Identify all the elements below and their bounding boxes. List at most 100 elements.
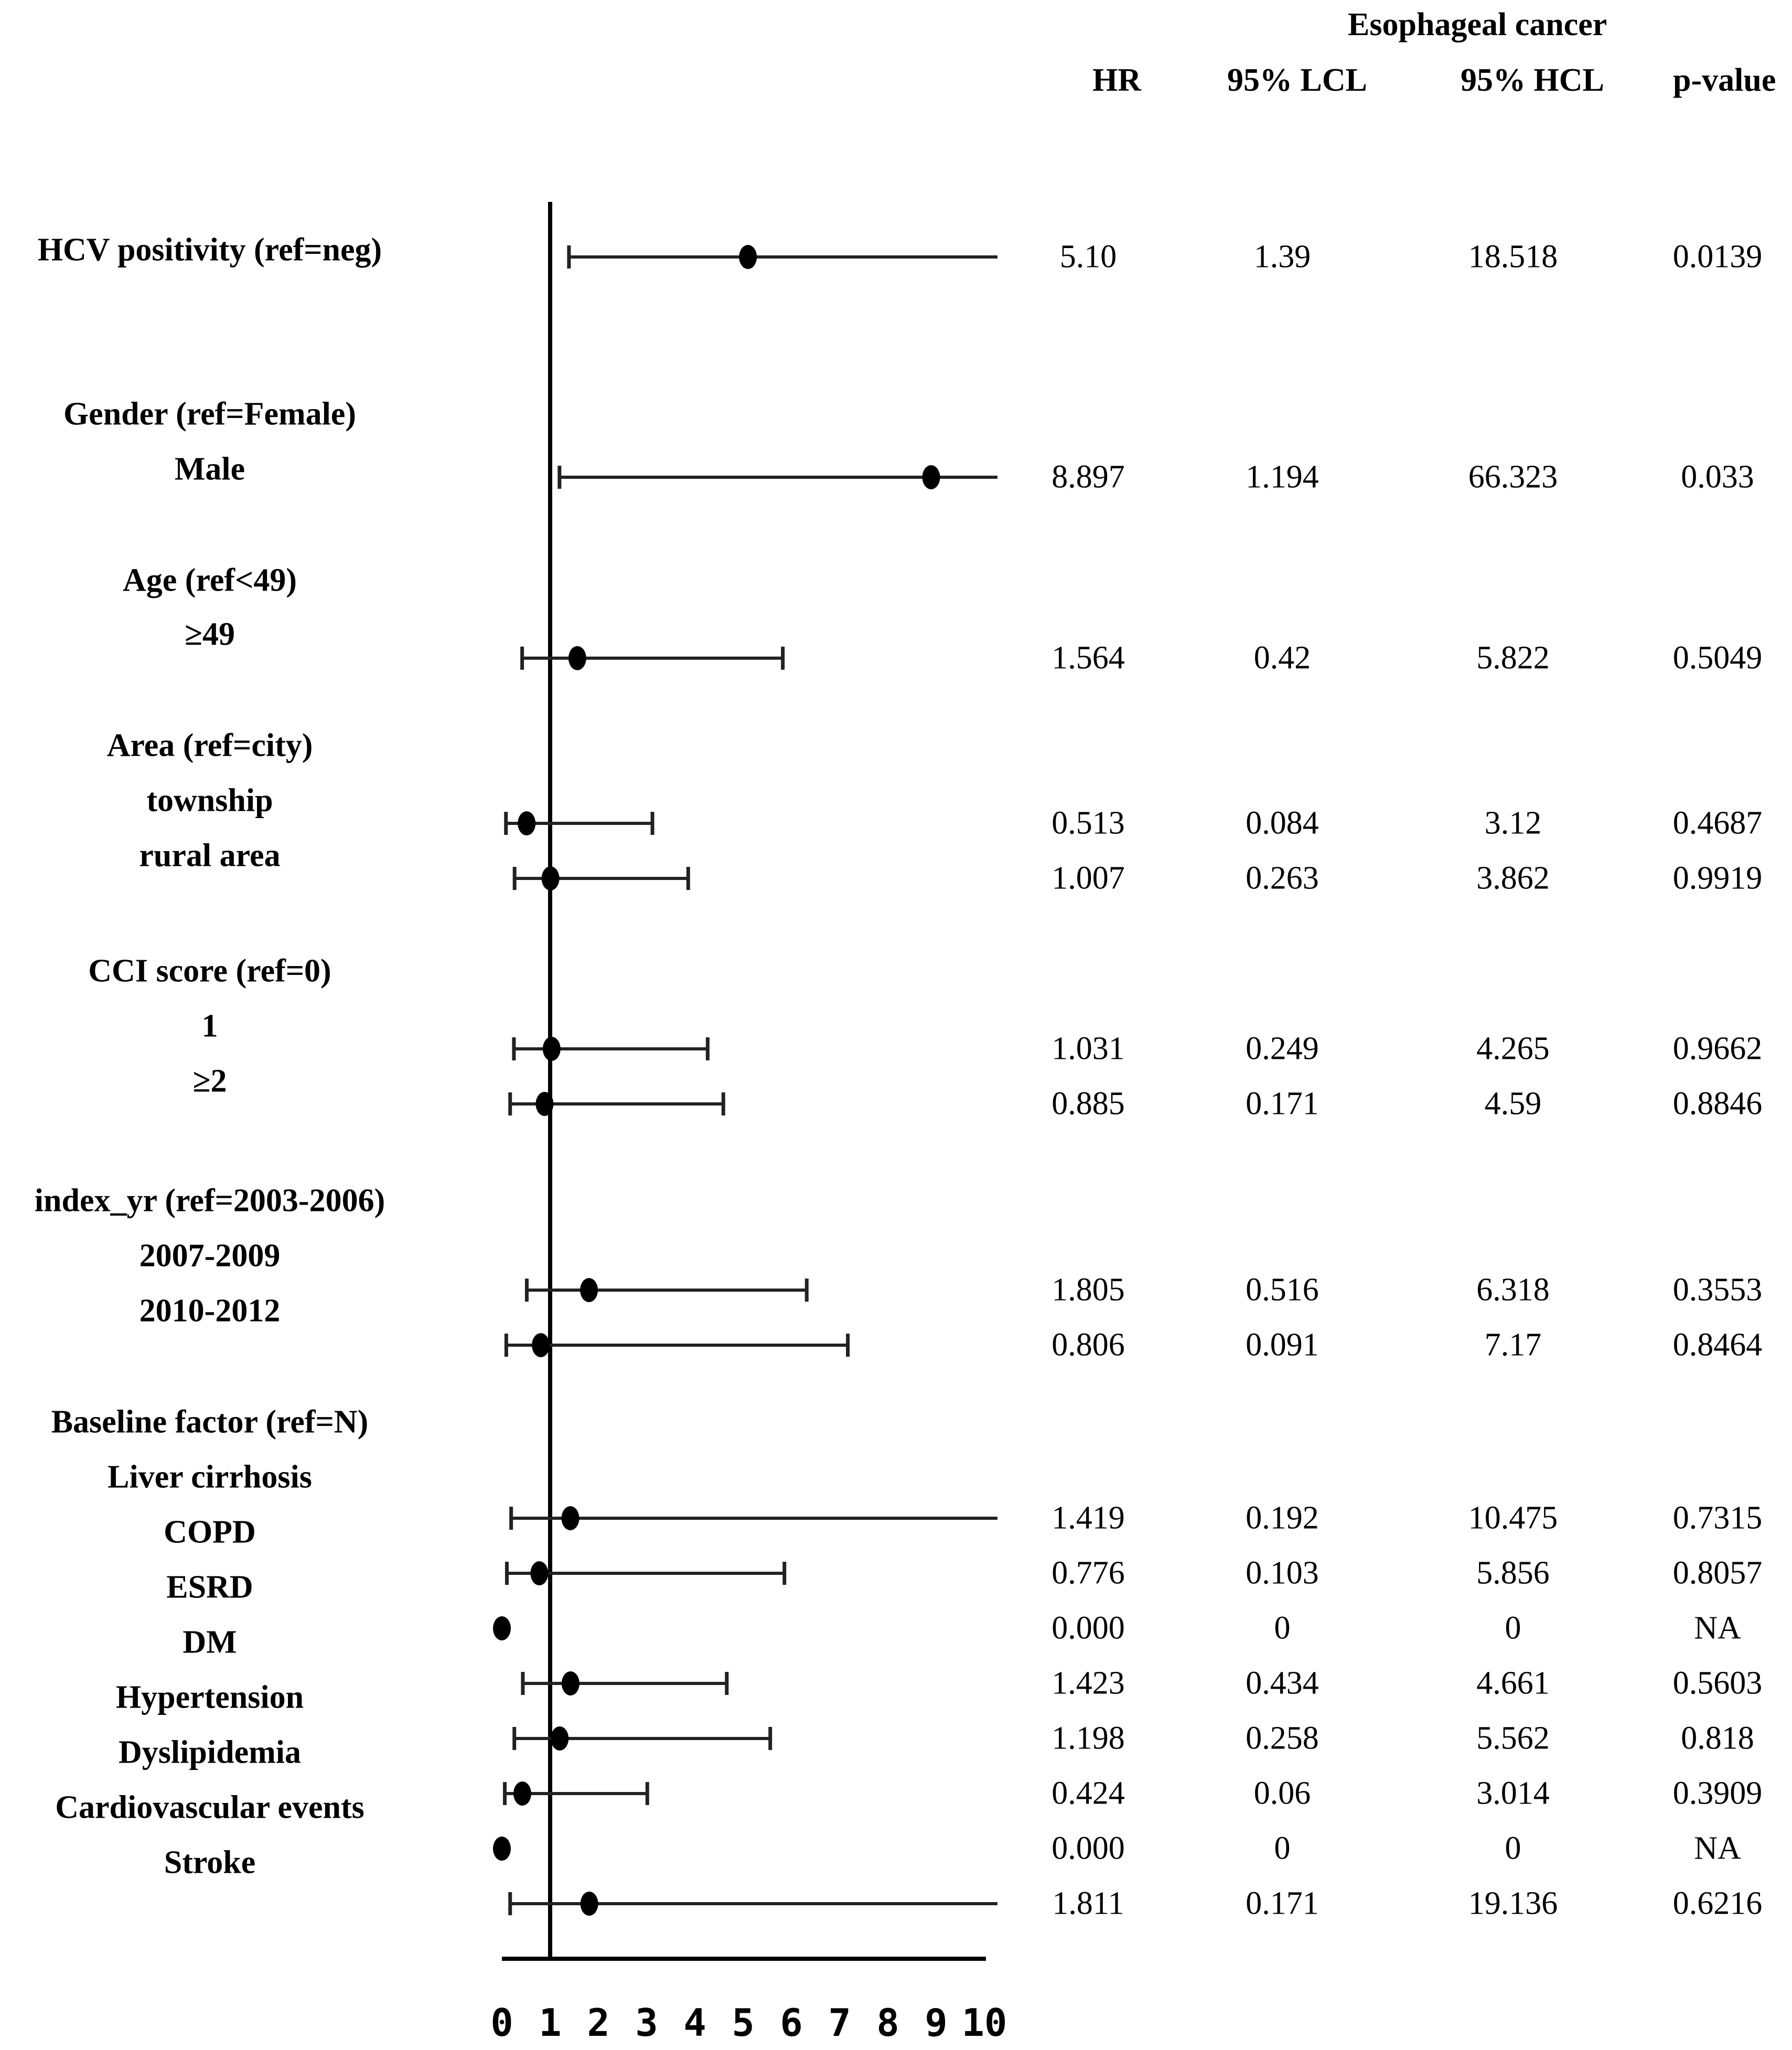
cell-hcl: 3.014 bbox=[1476, 1775, 1550, 1811]
cell-hcl: 66.323 bbox=[1468, 459, 1558, 495]
cell-hcl: 0 bbox=[1505, 1610, 1521, 1646]
row-label: Hypertension bbox=[115, 1679, 304, 1715]
cell-hcl: 4.265 bbox=[1476, 1031, 1550, 1067]
cell-lcl: 0.258 bbox=[1246, 1720, 1319, 1756]
cell-hr: 1.007 bbox=[1051, 860, 1125, 896]
column-header-hcl: 95% HCL bbox=[1461, 62, 1604, 98]
point-estimate bbox=[739, 245, 757, 269]
cell-hcl: 5.562 bbox=[1476, 1720, 1550, 1756]
cell-lcl: 0.249 bbox=[1246, 1031, 1319, 1067]
cell-lcl: 0 bbox=[1274, 1830, 1291, 1866]
x-tick-label: 6 bbox=[780, 2001, 803, 2045]
row-label: Gender (ref=Female) bbox=[63, 396, 357, 432]
cell-lcl: 0.171 bbox=[1246, 1885, 1319, 1922]
row-label: ESRD bbox=[166, 1569, 253, 1605]
cell-hcl: 0 bbox=[1505, 1830, 1521, 1866]
cell-p: 0.033 bbox=[1681, 459, 1754, 495]
point-estimate bbox=[922, 465, 940, 489]
x-tick-label: 10 bbox=[961, 2001, 1007, 2045]
row-label: Stroke bbox=[164, 1844, 256, 1881]
cell-lcl: 0.516 bbox=[1246, 1272, 1319, 1308]
cell-hr: 1.419 bbox=[1051, 1500, 1125, 1536]
cell-p: 0.818 bbox=[1681, 1720, 1754, 1756]
point-estimate bbox=[568, 646, 586, 670]
column-header-p-value: p-value bbox=[1673, 62, 1776, 98]
point-estimate bbox=[580, 1892, 598, 1916]
row-label: 2007-2009 bbox=[139, 1238, 281, 1274]
column-header-hr: HR bbox=[1092, 62, 1141, 98]
cell-hr: 1.564 bbox=[1051, 640, 1125, 676]
column-header-lcl: 95% LCL bbox=[1227, 62, 1367, 98]
cell-hcl: 5.856 bbox=[1476, 1555, 1550, 1591]
cell-lcl: 0.06 bbox=[1253, 1775, 1311, 1811]
row-label: 1 bbox=[201, 1008, 218, 1044]
x-tick-label: 3 bbox=[635, 2001, 658, 2045]
point-estimate bbox=[580, 1278, 598, 1302]
row-label: HCV positivity (ref=neg) bbox=[37, 232, 382, 268]
row-label: Area (ref=city) bbox=[106, 727, 313, 764]
cell-hcl: 10.475 bbox=[1468, 1500, 1558, 1536]
row-label: ≥49 bbox=[184, 616, 235, 652]
row-label: 2010-2012 bbox=[139, 1293, 281, 1329]
cell-lcl: 1.39 bbox=[1253, 239, 1311, 275]
row-label: ≥2 bbox=[192, 1063, 227, 1099]
chart-title: Esophageal cancer bbox=[1348, 7, 1607, 42]
cell-hr: 0.885 bbox=[1051, 1086, 1125, 1122]
cell-p: 0.8057 bbox=[1672, 1555, 1763, 1591]
x-tick-label: 4 bbox=[683, 2001, 706, 2045]
point-estimate bbox=[541, 866, 560, 890]
x-tick-label: 2 bbox=[587, 2001, 610, 2045]
x-tick-label: 8 bbox=[876, 2001, 899, 2045]
point-estimate bbox=[551, 1726, 569, 1751]
cell-lcl: 0.103 bbox=[1246, 1555, 1319, 1591]
cell-lcl: 0.084 bbox=[1246, 805, 1319, 841]
cell-hcl: 6.318 bbox=[1476, 1272, 1550, 1308]
cell-hcl: 4.59 bbox=[1484, 1086, 1542, 1122]
cell-hcl: 4.661 bbox=[1476, 1665, 1550, 1701]
cell-lcl: 0.434 bbox=[1246, 1665, 1319, 1701]
cell-lcl: 0.091 bbox=[1246, 1327, 1319, 1363]
point-estimate bbox=[561, 1671, 580, 1695]
point-estimate bbox=[532, 1333, 550, 1357]
point-estimate bbox=[493, 1837, 511, 1861]
cell-p: NA bbox=[1694, 1610, 1741, 1646]
x-tick-label: 1 bbox=[539, 2001, 562, 2045]
cell-p: 0.8846 bbox=[1672, 1086, 1763, 1122]
cell-p: 0.0139 bbox=[1672, 239, 1763, 275]
cell-p: 0.3909 bbox=[1672, 1775, 1763, 1811]
row-label: Male bbox=[174, 451, 245, 487]
x-tick-label: 7 bbox=[828, 2001, 851, 2045]
cell-hcl: 7.17 bbox=[1484, 1327, 1542, 1363]
point-estimate bbox=[513, 1781, 532, 1806]
point-estimate bbox=[535, 1092, 554, 1116]
row-label: Dyslipidemia bbox=[119, 1734, 301, 1770]
cell-p: 0.8464 bbox=[1672, 1327, 1763, 1363]
x-tick-label: 9 bbox=[925, 2001, 948, 2045]
cell-lcl: 0 bbox=[1274, 1610, 1291, 1646]
cell-hr: 1.031 bbox=[1051, 1031, 1125, 1067]
row-label: Liver cirrhosis bbox=[108, 1459, 312, 1495]
x-tick-label: 0 bbox=[490, 2001, 513, 2045]
cell-hcl: 18.518 bbox=[1468, 239, 1558, 275]
cell-p: 0.9662 bbox=[1672, 1031, 1763, 1067]
cell-hr: 1.811 bbox=[1052, 1885, 1124, 1922]
cell-hcl: 3.862 bbox=[1476, 860, 1550, 896]
row-label: index_yr (ref=2003-2006) bbox=[34, 1183, 385, 1219]
cell-hr: 1.423 bbox=[1051, 1665, 1125, 1701]
cell-p: NA bbox=[1694, 1830, 1741, 1866]
row-label: Cardiovascular events bbox=[55, 1789, 364, 1826]
cell-p: 0.4687 bbox=[1672, 805, 1763, 841]
cell-hr: 5.10 bbox=[1059, 239, 1117, 275]
cell-hr: 0.424 bbox=[1051, 1775, 1125, 1811]
row-label: township bbox=[146, 782, 273, 819]
cell-p: 0.3553 bbox=[1672, 1272, 1763, 1308]
row-label: Baseline factor (ref=N) bbox=[51, 1404, 369, 1440]
cell-hcl: 19.136 bbox=[1468, 1885, 1558, 1922]
point-estimate bbox=[493, 1616, 511, 1640]
point-estimate bbox=[518, 811, 536, 835]
cell-p: 0.6216 bbox=[1672, 1885, 1763, 1922]
cell-hr: 0.513 bbox=[1051, 805, 1125, 841]
cell-p: 0.7315 bbox=[1672, 1500, 1763, 1536]
row-label: COPD bbox=[164, 1514, 256, 1550]
